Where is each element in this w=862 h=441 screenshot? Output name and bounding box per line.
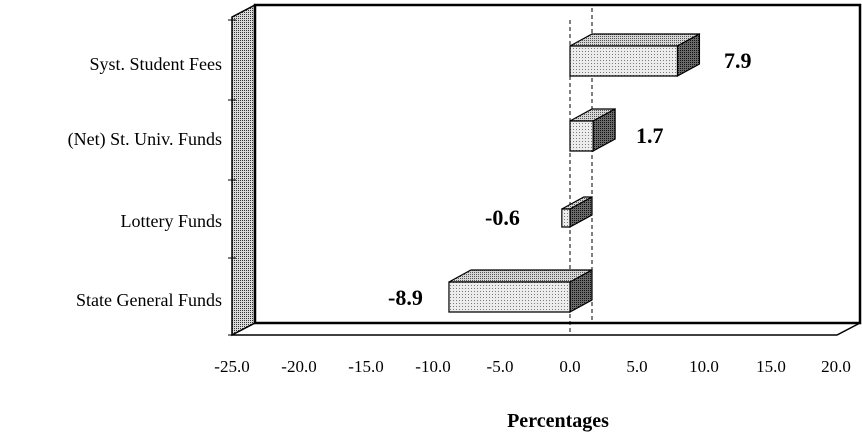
bar xyxy=(569,32,701,78)
x-axis-title: Percentages xyxy=(507,410,609,432)
x-tick-label: 0.0 xyxy=(559,357,580,376)
plot-back-wall xyxy=(253,3,862,325)
x-tick-label: -10.0 xyxy=(415,357,450,376)
bar-front-face xyxy=(569,45,679,77)
x-tick-label: -15.0 xyxy=(348,357,383,376)
x-tick-label: 5.0 xyxy=(626,357,647,376)
category-label: Lottery Funds xyxy=(121,211,223,231)
category-label: Syst. Student Fees xyxy=(89,54,222,74)
data-label: -8.9 xyxy=(388,285,423,310)
category-label: State General Funds xyxy=(76,290,222,310)
x-tick-label: -20.0 xyxy=(281,357,316,376)
category-ticks xyxy=(228,19,236,336)
bar xyxy=(561,195,593,229)
x-tick-labels: -25.0 -20.0 -15.0 -10.0 -5.0 0.0 5.0 10.… xyxy=(214,357,851,376)
bars-group xyxy=(448,32,701,314)
bar-front-face xyxy=(561,208,571,228)
category-labels: Syst. Student Fees (Net) St. Univ. Funds… xyxy=(68,54,222,310)
bar xyxy=(448,268,593,314)
left-wall xyxy=(231,3,256,337)
category-label: (Net) St. Univ. Funds xyxy=(68,129,222,150)
bar-front-face xyxy=(448,281,571,313)
data-label: 7.9 xyxy=(724,48,752,73)
x-tick-label: -25.0 xyxy=(214,357,249,376)
x-tick-label: 10.0 xyxy=(689,357,719,376)
data-label: 1.7 xyxy=(636,123,664,148)
bar xyxy=(569,107,616,153)
data-labels: 7.9 1.7 -0.6 -8.9 xyxy=(388,48,752,310)
x-tick-label: 20.0 xyxy=(821,357,851,376)
data-label: -0.6 xyxy=(485,205,520,230)
bar-top-face xyxy=(448,269,593,283)
x-tick-label: 15.0 xyxy=(756,357,786,376)
bar-front-face xyxy=(569,120,594,152)
x-tick-label: -5.0 xyxy=(487,357,514,376)
floor xyxy=(231,322,861,336)
